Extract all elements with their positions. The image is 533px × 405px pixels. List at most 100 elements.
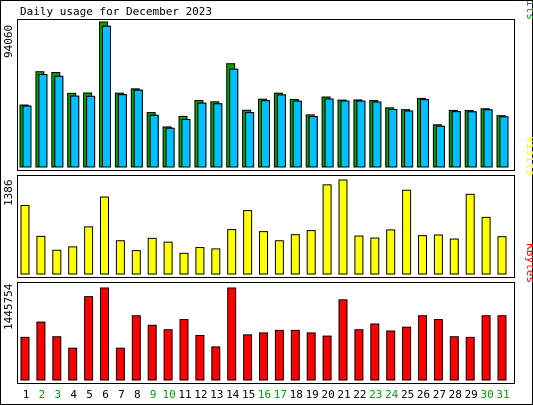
kbytes-bar-day-17 [274, 329, 284, 381]
visits-bar-day-18 [290, 234, 300, 275]
day-label-17: 17 [274, 388, 287, 401]
pages-bar-day-29 [467, 111, 477, 168]
pages-bar-day-6 [102, 25, 111, 168]
day-label-24: 24 [385, 388, 399, 401]
legend-visits: Visits [524, 136, 533, 176]
kbytes-bar-day-2 [36, 321, 46, 381]
visits-bar-day-17 [274, 240, 284, 275]
kbytes-bar-day-11 [179, 319, 189, 381]
day-label-5: 5 [86, 388, 93, 401]
day-label-26: 26 [417, 388, 430, 401]
kbytes-bar-day-14 [227, 287, 237, 381]
kbytes-bar-day-16 [259, 332, 268, 381]
pages-bar-day-9 [149, 114, 159, 168]
day-label-29: 29 [465, 388, 478, 401]
day-label-20: 20 [321, 388, 334, 401]
visits-bar-day-27 [433, 234, 443, 275]
kbytes-bar-day-30 [481, 315, 491, 381]
kbytes-bar-day-12 [195, 334, 205, 381]
visits-bar-day-15 [243, 210, 253, 275]
kbytes-bar-day-6 [100, 287, 109, 381]
kbytes-bar-day-18 [290, 329, 300, 381]
panel-kbytes [17, 282, 515, 384]
panel-visits [17, 175, 515, 278]
visits-bar-day-21 [338, 179, 348, 275]
kbytes-bar-day-28 [449, 336, 459, 381]
visits-bar-day-11 [179, 252, 189, 275]
kbytes-bar-day-26 [418, 315, 427, 381]
day-label-4: 4 [70, 388, 77, 401]
bars-visits [20, 179, 507, 275]
kbytes-bar-day-4 [68, 347, 78, 381]
visits-bar-day-6 [100, 196, 109, 275]
pages-bar-day-25 [404, 110, 414, 168]
pages-bar-day-11 [181, 119, 191, 168]
day-label-10: 10 [162, 388, 175, 401]
pages-bar-day-16 [261, 100, 270, 168]
visits-bar-day-23 [370, 237, 380, 275]
day-label-2: 2 [39, 388, 46, 401]
pages-bar-day-2 [38, 74, 48, 168]
visits-bar-day-28 [449, 238, 459, 275]
visits-bar-day-13 [211, 248, 221, 275]
kbytes-bar-day-23 [370, 323, 380, 381]
visits-bar-day-8 [131, 250, 141, 275]
day-label-30: 30 [480, 388, 493, 401]
kbytes-bar-day-1 [20, 336, 30, 381]
day-label-22: 22 [353, 388, 366, 401]
day-label-13: 13 [210, 388, 223, 401]
panel-hits-files-pages [17, 19, 515, 171]
visits-bar-day-5 [84, 226, 94, 275]
day-label-31: 31 [496, 388, 509, 401]
pages-bar-day-22 [356, 100, 366, 168]
day-label-15: 15 [242, 388, 255, 401]
visits-bar-day-7 [115, 240, 125, 275]
kbytes-bar-day-22 [354, 329, 364, 381]
pages-bar-day-8 [133, 89, 143, 168]
pages-bar-day-24 [388, 108, 398, 168]
visits-bar-day-9 [147, 237, 157, 275]
day-label-8: 8 [134, 388, 141, 401]
pages-bar-day-23 [372, 101, 382, 168]
visits-bar-day-31 [497, 236, 507, 275]
kbytes-bar-day-5 [84, 296, 94, 381]
legend-part-4: Hits [524, 0, 533, 20]
kbytes-bar-day-9 [147, 324, 157, 381]
visits-bar-day-22 [354, 235, 364, 275]
day-label-19: 19 [306, 388, 319, 401]
day-label-14: 14 [226, 388, 240, 401]
day-label-18: 18 [290, 388, 303, 401]
pages-bar-day-7 [117, 94, 127, 168]
pages-bar-day-17 [276, 94, 286, 168]
kbytes-bar-day-27 [433, 319, 443, 381]
pages-bar-day-31 [499, 116, 509, 168]
bars-hits-files-pages [19, 21, 509, 168]
visits-bar-day-1 [20, 205, 30, 275]
hits-max-label: 94060 [2, 25, 15, 58]
visits-max-label: 1386 [2, 180, 15, 207]
visits-bar-day-25 [402, 189, 412, 275]
pages-bar-day-26 [420, 99, 429, 168]
visits-bar-day-16 [259, 231, 268, 275]
day-label-12: 12 [194, 388, 207, 401]
day-label-16: 16 [258, 388, 271, 401]
pages-bar-day-19 [308, 116, 318, 168]
kbytes-bar-day-31 [497, 315, 507, 381]
pages-bar-day-30 [483, 109, 493, 168]
visits-bar-day-29 [465, 193, 475, 275]
visits-bar-day-3 [52, 249, 62, 275]
pages-bar-day-12 [197, 102, 207, 168]
legend-part-0: Visits [524, 136, 533, 176]
visits-bar-day-2 [36, 235, 46, 275]
pages-bar-day-21 [340, 100, 350, 168]
kbytes-bar-day-21 [338, 299, 348, 381]
legend-pages-files-hits: Pages/Files/Hits [524, 0, 533, 20]
visits-bar-day-24 [386, 229, 396, 275]
kbytes-bar-day-19 [306, 332, 316, 381]
day-labels: 1 2 3 4 5 6 7 8 9 10 11 12 13 14 15 16 17 18 19 20 21 22 23 24 2… [23, 388, 510, 401]
pages-bar-day-18 [292, 100, 302, 168]
visits-bar-day-10 [163, 241, 173, 275]
kbytes-max-label: 1445754 [2, 283, 15, 330]
day-label-1: 1 [23, 388, 30, 401]
